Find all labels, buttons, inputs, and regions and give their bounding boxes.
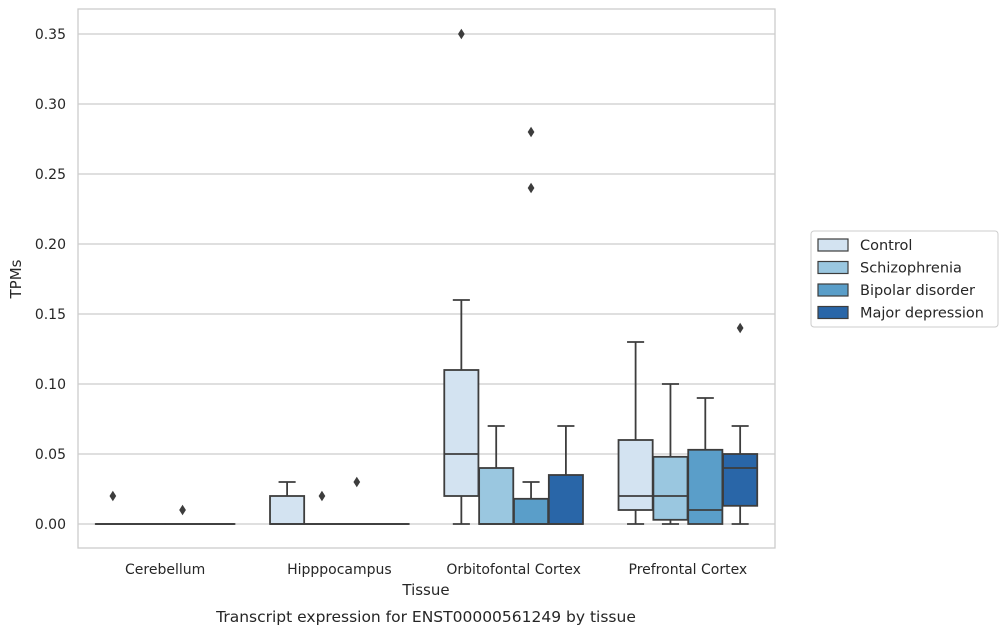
- box: [303, 490, 340, 525]
- box-body: [617, 439, 654, 511]
- box: [513, 126, 550, 525]
- y-tick-label: 0.25: [35, 167, 66, 183]
- legend-item: Bipolar disorder: [817, 283, 975, 299]
- y-axis-ticks: 0.00 0.05 0.10 0.15 0.20 0.25 0.30 0.35: [35, 27, 66, 533]
- box: [478, 425, 515, 525]
- box: [269, 481, 306, 525]
- legend-swatch: [817, 238, 849, 252]
- box: [94, 490, 131, 525]
- y-tick-label: 0.15: [35, 307, 66, 323]
- box: [338, 476, 375, 525]
- legend-item: Schizophrenia: [817, 260, 962, 277]
- box: [617, 341, 654, 525]
- outlier-point: [109, 490, 117, 502]
- legend-label: Bipolar disorder: [860, 283, 975, 299]
- legend-frame: [810, 230, 999, 328]
- y-axis-title: TPMs: [7, 259, 25, 299]
- outlier-point: [527, 182, 535, 194]
- legend-item: Control: [817, 238, 912, 254]
- outlier-point: [457, 28, 465, 40]
- figure-caption: Transcript expression for ENST0000056124…: [215, 608, 636, 626]
- outlier-point: [527, 126, 535, 138]
- legend: Control Schizophrenia Bipolar disorder Majo…: [810, 230, 999, 328]
- x-tick-label: Cerebellum: [125, 562, 205, 578]
- y-tick-label: 0.10: [35, 377, 66, 393]
- outlier-point: [353, 476, 361, 488]
- plot-area-frame: [77, 8, 776, 549]
- x-tick-label: Orbitofontal Cortex: [446, 562, 581, 578]
- y-tick-label: 0.05: [35, 447, 66, 463]
- box-body: [652, 455, 689, 521]
- legend-swatch: [817, 283, 849, 297]
- outlier-point: [736, 322, 744, 334]
- box: [164, 504, 201, 525]
- box: [687, 397, 724, 525]
- legend-item: Major depression: [817, 305, 984, 322]
- box-body: [547, 474, 584, 525]
- x-axis-title: Tissue: [401, 581, 449, 599]
- y-tick-label: 0.30: [35, 97, 66, 113]
- outlier-point: [318, 490, 326, 502]
- legend-swatch: [817, 260, 849, 275]
- x-axis-ticks: Cerebellum Hipppocampus Orbitofontal Corte…: [125, 562, 747, 578]
- outlier-point: [179, 504, 186, 516]
- box-series: [94, 28, 759, 525]
- legend-label: Control: [860, 238, 912, 254]
- legend-label: Major depression: [860, 306, 984, 322]
- y-tick-label: 0.20: [35, 237, 66, 253]
- y-tick-label: 0.35: [35, 27, 66, 43]
- box-body: [687, 448, 724, 525]
- y-tick-label: 0.00: [35, 517, 66, 533]
- box-body: [478, 467, 515, 525]
- box-body: [269, 495, 306, 525]
- box: [443, 28, 480, 525]
- box: [547, 425, 584, 525]
- x-tick-label: Prefrontal Cortex: [629, 562, 748, 578]
- x-tick-label: Hipppocampus: [287, 562, 392, 578]
- box-body: [513, 497, 550, 525]
- box-body: [722, 453, 759, 507]
- box-body: [443, 369, 480, 497]
- legend-label: Schizophrenia: [860, 261, 962, 277]
- box: [722, 322, 759, 525]
- legend-swatch: [817, 305, 849, 320]
- gridlines: [78, 33, 775, 525]
